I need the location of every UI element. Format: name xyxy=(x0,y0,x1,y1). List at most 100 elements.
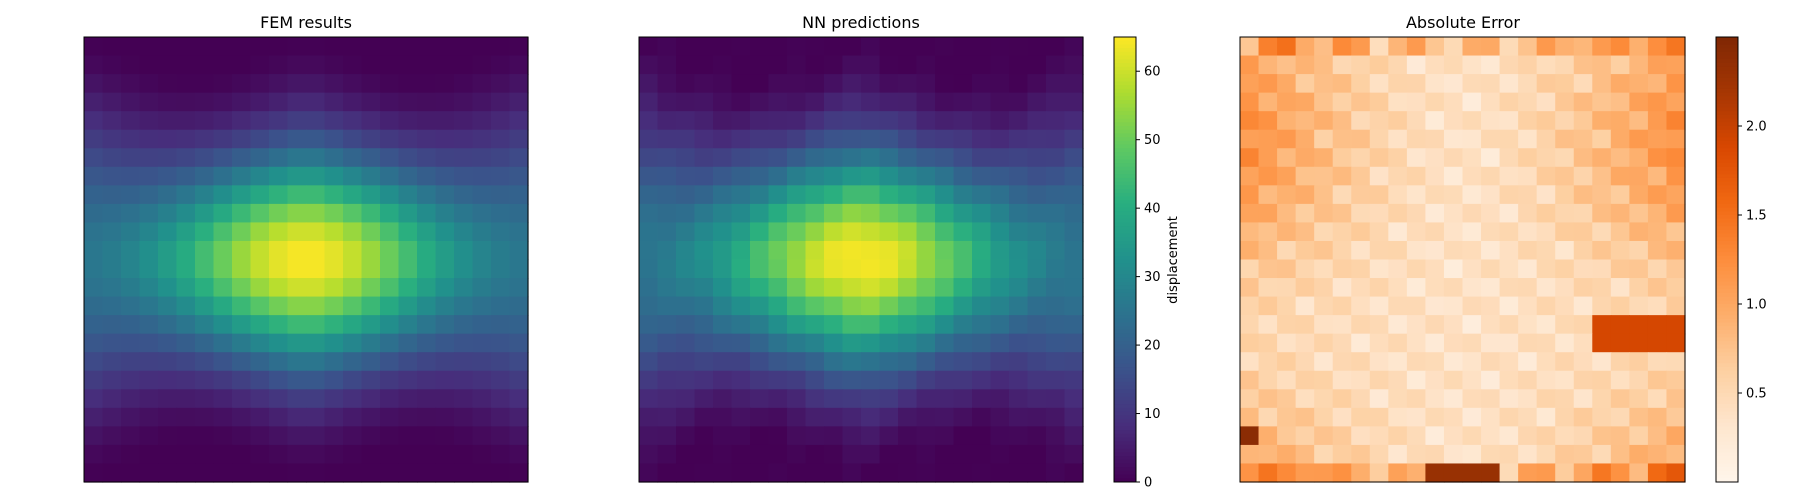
fem-cell xyxy=(139,37,159,57)
nn-cell xyxy=(1009,259,1029,279)
fem-cell xyxy=(102,37,122,57)
err-cell xyxy=(1610,426,1630,446)
nn-cell xyxy=(1009,74,1029,94)
nn-cell xyxy=(898,74,918,94)
displacement-colorbar-gradient-strip xyxy=(1114,422,1136,427)
nn-cell xyxy=(768,185,788,205)
err-cell xyxy=(1295,222,1315,242)
nn-cell xyxy=(1064,426,1084,446)
err-cell xyxy=(1388,278,1408,298)
nn-cell xyxy=(676,426,696,446)
nn-cell xyxy=(805,74,825,94)
err-cell xyxy=(1240,426,1260,446)
nn-cell xyxy=(1009,55,1029,75)
nn-cell xyxy=(657,240,677,261)
fem-cell xyxy=(398,463,418,483)
err-cell xyxy=(1666,240,1686,261)
error-colorbar-gradient-strip xyxy=(1716,211,1738,216)
err-cell xyxy=(1462,278,1482,298)
fem-cell xyxy=(509,55,529,75)
err-cell xyxy=(1425,426,1445,446)
fem-cell xyxy=(232,278,252,298)
nn-cell xyxy=(953,463,973,483)
error-colorbar-gradient-strip xyxy=(1716,459,1738,464)
nn-cell xyxy=(750,296,770,316)
fem-cell xyxy=(213,333,233,353)
err-cell xyxy=(1462,444,1482,465)
fem-cell xyxy=(509,92,529,112)
err-cell xyxy=(1536,426,1556,446)
nn-cell xyxy=(694,148,714,168)
fem-cell xyxy=(380,55,400,75)
fem-cell xyxy=(176,203,196,224)
nn-cell xyxy=(639,407,659,427)
err-cell xyxy=(1425,370,1445,390)
fem-cell xyxy=(176,129,196,149)
err-cell xyxy=(1536,148,1556,168)
nn-cell xyxy=(657,222,677,242)
nn-cell xyxy=(1046,148,1066,168)
err-cell xyxy=(1592,148,1612,168)
fem-cell xyxy=(472,259,492,279)
fem-cell xyxy=(509,222,529,242)
nn-cell xyxy=(861,426,881,446)
fem-cell xyxy=(417,240,437,261)
fem-cell xyxy=(176,463,196,483)
nn-cell xyxy=(676,333,696,353)
nn-cell xyxy=(916,444,936,465)
nn-cell xyxy=(750,222,770,242)
fem-cell xyxy=(176,148,196,168)
err-cell xyxy=(1369,259,1389,279)
err-cell xyxy=(1647,240,1668,261)
fem-cell xyxy=(250,296,270,316)
err-cell xyxy=(1425,222,1445,242)
err-cell xyxy=(1240,259,1260,279)
err-cell xyxy=(1406,111,1427,131)
err-cell xyxy=(1629,92,1649,112)
displacement-colorbar-gradient-strip xyxy=(1114,185,1136,190)
fem-cell xyxy=(102,407,122,427)
err-cell xyxy=(1240,222,1260,242)
fem-cell xyxy=(232,426,252,446)
fem-cell xyxy=(491,129,511,149)
displacement-colorbar-gradient-strip xyxy=(1114,370,1136,375)
fem-cell xyxy=(213,129,233,149)
displacement-colorbar-gradient-strip xyxy=(1114,289,1136,294)
nn-cell xyxy=(916,203,936,224)
nn-cell xyxy=(916,185,936,205)
displacement-colorbar-gradient-strip xyxy=(1114,229,1136,235)
err-cell xyxy=(1388,389,1408,409)
err-cell xyxy=(1295,37,1315,57)
err-cell xyxy=(1481,370,1501,390)
fem-cell xyxy=(102,370,122,390)
fem-cell xyxy=(306,389,326,409)
nn-cell xyxy=(657,444,677,465)
nn-cell xyxy=(805,315,825,335)
nn-cell xyxy=(898,370,918,390)
fem-cell xyxy=(324,407,344,427)
err-cell xyxy=(1443,240,1464,261)
nn-cell xyxy=(787,92,807,112)
err-cell xyxy=(1536,111,1556,131)
err-cell xyxy=(1555,148,1575,168)
fem-cell xyxy=(435,111,455,131)
err-cell xyxy=(1425,203,1445,224)
err-cell xyxy=(1406,222,1427,242)
nn-cell xyxy=(694,389,714,409)
fem-cell xyxy=(454,407,474,427)
err-cell xyxy=(1369,296,1389,316)
err-cell xyxy=(1314,352,1334,372)
nn-cell xyxy=(1009,129,1029,149)
fem-cell xyxy=(158,444,178,465)
fem-cell xyxy=(195,111,215,131)
err-cell xyxy=(1573,259,1593,279)
nn-cell xyxy=(713,185,733,205)
nn-cell xyxy=(694,55,714,75)
fem-cell xyxy=(343,370,363,390)
nn-cell xyxy=(676,92,696,112)
err-cell xyxy=(1351,55,1371,75)
err-cell xyxy=(1425,185,1445,205)
err-cell xyxy=(1425,55,1445,75)
nn-cell xyxy=(768,55,788,75)
err-cell xyxy=(1555,278,1575,298)
